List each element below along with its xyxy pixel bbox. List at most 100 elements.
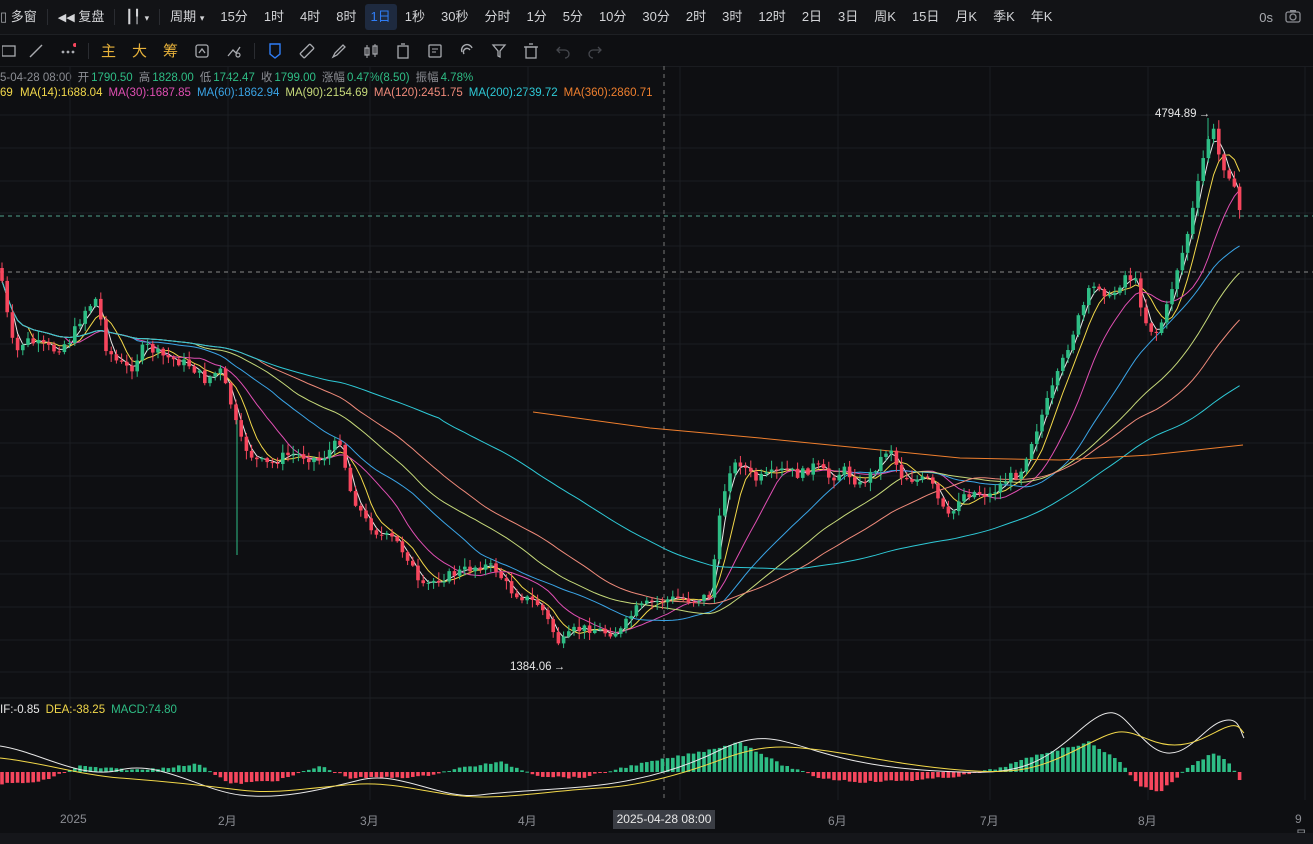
redo-icon[interactable] — [579, 38, 611, 64]
macd-bar — [1009, 763, 1013, 772]
candle-body — [515, 593, 519, 598]
candle-body — [1217, 128, 1221, 155]
period-dropdown[interactable]: 周期 ▾ — [170, 9, 205, 24]
undo-icon[interactable] — [547, 38, 579, 64]
candle-body — [743, 466, 748, 468]
macd-value: MACD:74.80 — [111, 704, 177, 716]
macd-bar — [983, 770, 987, 772]
period-4[interactable]: 1日 — [364, 4, 397, 30]
x-tick-0: 2025 — [60, 812, 87, 826]
period-12[interactable]: 2时 — [685, 9, 707, 24]
macd-bar — [218, 772, 223, 778]
period-21[interactable]: 年K — [1030, 9, 1053, 24]
candle-body — [1071, 334, 1075, 351]
candle-body — [1113, 292, 1117, 296]
period-6[interactable]: 30秒 — [440, 9, 469, 24]
macd-bar — [593, 772, 597, 774]
period-7[interactable]: 分时 — [484, 9, 511, 24]
period-8[interactable]: 1分 — [526, 9, 547, 24]
macd-bar — [275, 772, 280, 782]
period-16[interactable]: 3日 — [838, 9, 859, 24]
note-icon[interactable] — [419, 38, 451, 64]
candle-body — [161, 348, 165, 356]
ma-item-2: MA(60):1862.94 — [196, 87, 280, 99]
macd-bar — [1019, 759, 1023, 772]
candle-body — [795, 468, 800, 478]
period-3[interactable]: 8时 — [336, 9, 357, 24]
period-0[interactable]: 15分 — [220, 9, 248, 24]
main-indicator-button[interactable]: 主 — [100, 43, 116, 60]
period-18[interactable]: 15日 — [911, 9, 940, 24]
candle-body — [57, 351, 61, 353]
period-13[interactable]: 3时 — [722, 9, 743, 24]
macd-bar — [697, 751, 701, 772]
candle-body — [177, 359, 181, 366]
candle-body — [567, 631, 571, 637]
period-14[interactable]: 12时 — [758, 9, 786, 24]
macd-bar — [1102, 752, 1107, 772]
macd-bar — [119, 768, 124, 772]
rectangle-icon[interactable] — [0, 38, 20, 64]
magnet-icon[interactable] — [451, 38, 483, 64]
candle-body — [749, 467, 753, 472]
ohlc-open: 1790.50 — [91, 72, 133, 84]
candle-body — [348, 467, 353, 492]
candle-body — [858, 481, 862, 485]
more-icon[interactable] — [52, 38, 84, 64]
chip-button[interactable]: 筹 — [162, 43, 178, 60]
period-20[interactable]: 季K — [993, 9, 1015, 24]
macd-bar — [905, 772, 909, 781]
price-chart[interactable] — [0, 0, 1313, 800]
period-5[interactable]: 1秒 — [404, 9, 425, 24]
pen-icon[interactable] — [323, 38, 355, 64]
period-10[interactable]: 10分 — [598, 9, 627, 24]
macd-bar — [899, 772, 904, 781]
candle-body — [931, 477, 935, 484]
macd-bar — [260, 772, 264, 782]
macd-bar — [36, 772, 41, 782]
filter-icon[interactable] — [483, 38, 515, 64]
macd-bar — [416, 772, 420, 777]
compare-icon[interactable] — [186, 38, 218, 64]
ruler-icon[interactable] — [291, 38, 323, 64]
adjust-button[interactable]: ◀◀ 复盘 — [57, 9, 105, 24]
macd-bar — [125, 770, 129, 772]
candle-tool-icon[interactable] — [355, 38, 387, 64]
macd-bar — [93, 767, 98, 772]
candle-body — [78, 323, 82, 327]
candle-body — [1222, 154, 1226, 171]
period-11[interactable]: 30分 — [642, 9, 670, 24]
macd-bar — [286, 772, 290, 778]
trash-icon[interactable] — [515, 38, 547, 64]
line-tool-icon[interactable] — [20, 38, 52, 64]
candle-body — [166, 355, 171, 358]
macd-bar — [421, 772, 425, 776]
macd-bar — [1185, 767, 1190, 772]
camera-icon[interactable] — [1285, 9, 1301, 26]
macd-bar — [452, 769, 457, 772]
candle-body — [364, 510, 368, 519]
bookmark-icon[interactable] — [259, 38, 291, 64]
candle-body — [499, 571, 503, 579]
candle-body — [1118, 287, 1122, 293]
period-1[interactable]: 1时 — [263, 9, 285, 24]
macd-bar — [21, 772, 25, 784]
candle-body — [140, 344, 145, 361]
period-19[interactable]: 月K — [955, 9, 978, 24]
position-icon[interactable] — [387, 38, 419, 64]
indicator-settings-icon[interactable] — [218, 38, 250, 64]
chart-type-button[interactable]: ┃╿ ▾ — [117, 4, 157, 30]
big-order-button[interactable]: 大 — [131, 43, 147, 60]
multi-window-button[interactable]: ▯ 多窗 — [0, 9, 37, 24]
candle-body — [832, 477, 836, 481]
candle-body — [296, 454, 301, 456]
period-2[interactable]: 4时 — [300, 9, 321, 24]
macd-bar — [478, 765, 483, 772]
macd-bar — [333, 772, 337, 773]
ma-line-2 — [1, 189, 1240, 634]
period-15[interactable]: 2日 — [801, 9, 823, 24]
period-17[interactable]: 周K — [874, 9, 896, 24]
macd-bar — [603, 772, 607, 773]
macd-bar — [582, 772, 587, 778]
period-9[interactable]: 5分 — [562, 9, 583, 24]
